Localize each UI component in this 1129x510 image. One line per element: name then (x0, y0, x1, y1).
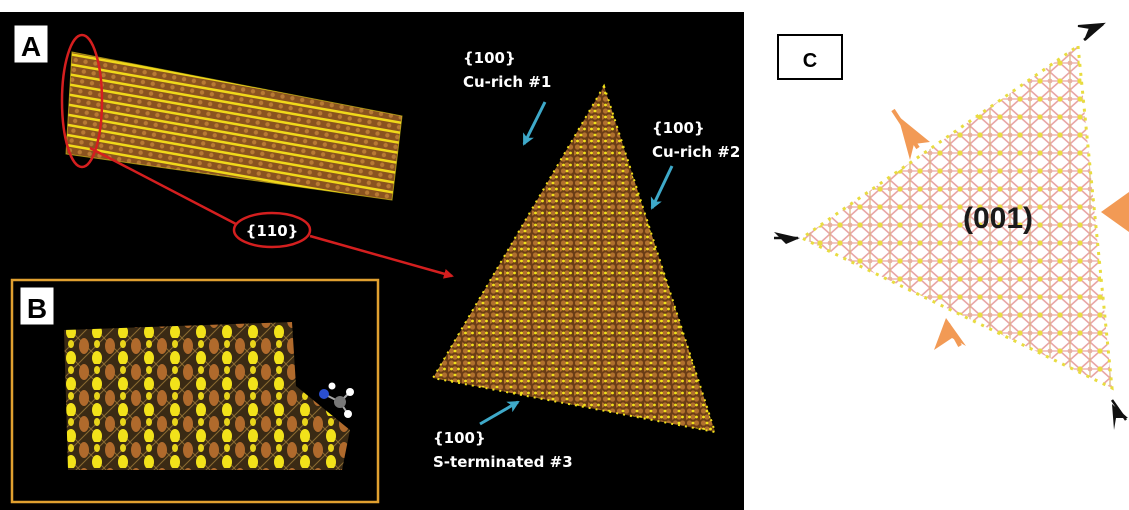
facet2-name-label: Cu-rich #2 (652, 143, 740, 161)
edge-arrow-right-icon (1101, 192, 1129, 232)
facet1-name-label: Cu-rich #1 (463, 73, 551, 91)
surface-slab-model (64, 322, 350, 470)
facet2-arrow (650, 165, 674, 210)
panel-b-letter: B (27, 293, 47, 324)
red-connector-to-label (89, 146, 237, 226)
corner-arrow-bottom-icon (1112, 404, 1128, 430)
triangular-facet-model (799, 43, 1114, 391)
facet2-index-label: {100} (652, 119, 705, 137)
plane-110-label: {110} (246, 222, 299, 240)
panel-a-letter: A (21, 31, 41, 62)
edge-arrow-lower-left-icon (934, 318, 966, 350)
panel-b-label: B (19, 286, 55, 326)
nanorod-model (65, 51, 403, 201)
red-arrow-to-triangle (309, 234, 454, 279)
facet1-index-label: {100} (463, 49, 516, 67)
ligand-molecule (319, 382, 354, 418)
facet3-index-label: {100} (433, 429, 486, 447)
triangular-nanocrystal (431, 83, 717, 434)
facet1-arrow (522, 101, 547, 146)
panel-c-letter: C (803, 50, 817, 72)
facet3-name-label: S-terminated #3 (433, 453, 573, 471)
rod-end-highlight (60, 33, 104, 169)
plane-110-highlight (232, 211, 312, 249)
panel-a-label: A (13, 24, 49, 64)
facet-001-label: (001) (963, 202, 1033, 235)
panel-c-label: C (777, 34, 843, 80)
facet3-arrow (479, 400, 520, 426)
